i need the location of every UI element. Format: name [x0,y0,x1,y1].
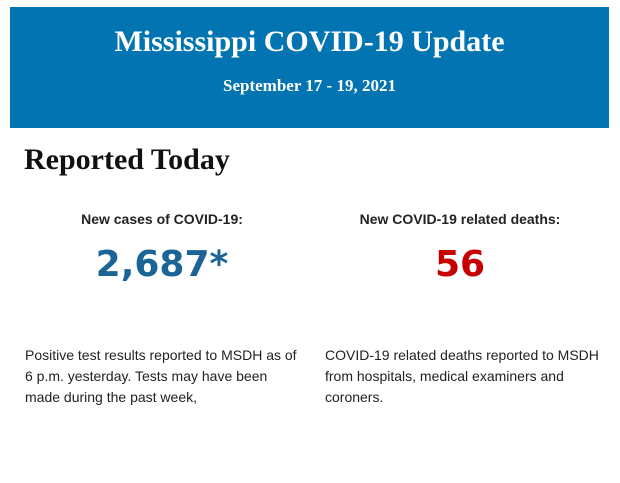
header-banner: Mississippi COVID-19 Update September 17… [10,7,609,128]
page-title: Mississippi COVID-19 Update [114,25,505,58]
new-cases-value: 2,687* [95,244,229,285]
new-deaths-label: New COVID-19 related deaths: [359,211,561,227]
new-deaths-block: New COVID-19 related deaths: 56 [320,211,600,285]
date-range: September 17 - 19, 2021 [223,76,396,95]
new-cases-block: New cases of COVID-19: 2,687* [22,211,302,285]
cases-description: Positive test results reported to MSDH a… [25,347,297,405]
deaths-description: COVID-19 related deaths reported to MSDH… [325,347,599,405]
new-cases-label: New cases of COVID-19: [81,211,243,227]
section-title: Reported Today [24,143,230,176]
new-deaths-value: 56 [434,244,486,285]
